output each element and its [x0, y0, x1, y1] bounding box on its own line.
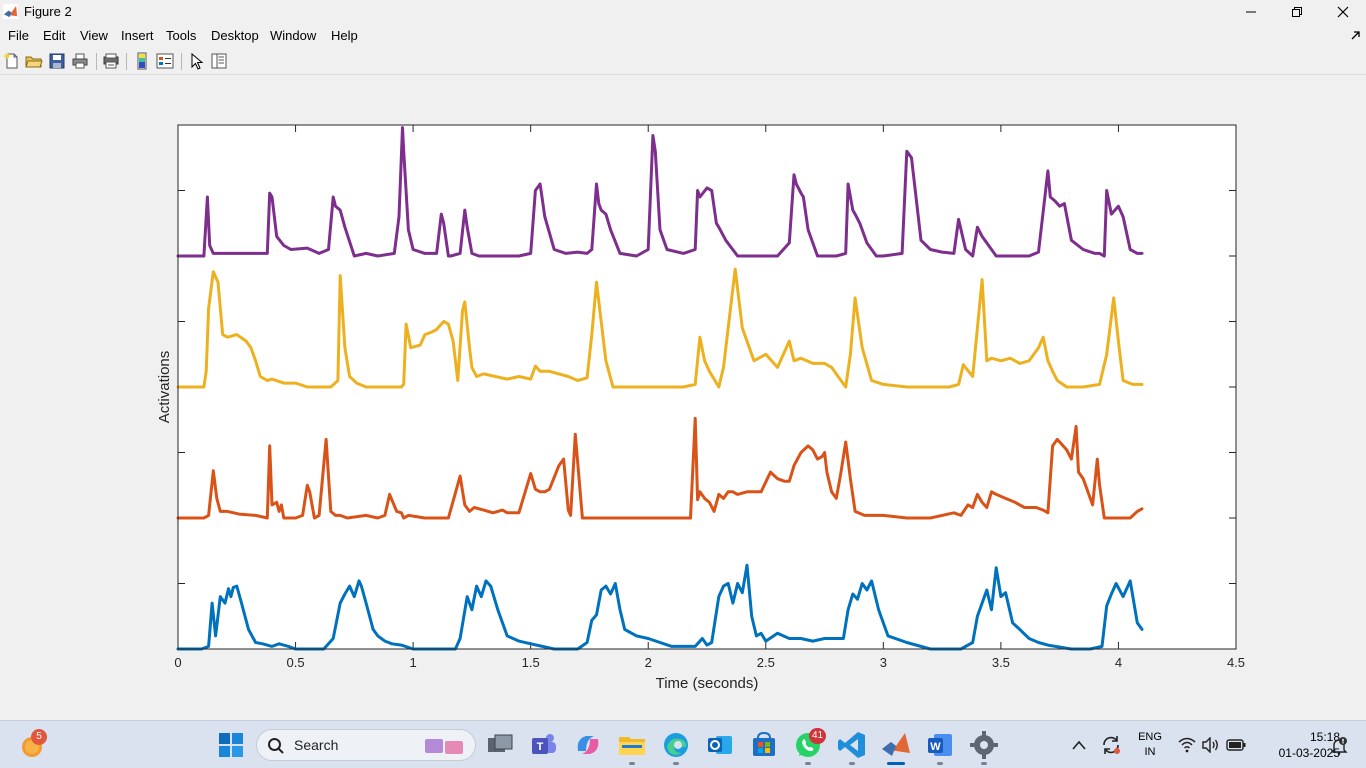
x-tick-label: 0: [174, 655, 181, 670]
figure-toolbar: [0, 48, 1366, 75]
x-tick-label: 4.5: [1227, 655, 1245, 670]
series-line-blue: [176, 563, 1144, 651]
vscode-icon[interactable]: [836, 729, 868, 761]
y-axis-label: Activations: [156, 351, 173, 424]
teams-icon[interactable]: T: [528, 729, 560, 761]
battery-icon[interactable]: [1226, 738, 1246, 752]
x-tick-labels: 0 0.5 1 1.5 2 2.5 3 3.5 4 4.5: [174, 655, 1245, 670]
save-icon[interactable]: [48, 52, 66, 70]
menu-file[interactable]: File: [8, 28, 29, 43]
running-indicator: [805, 762, 811, 765]
running-indicator: [981, 762, 987, 765]
running-indicator: [629, 762, 635, 765]
close-button[interactable]: [1320, 0, 1366, 24]
minimize-button[interactable]: [1228, 0, 1274, 24]
matlab-taskbar-icon[interactable]: [880, 729, 912, 761]
print-preview-icon[interactable]: [102, 52, 120, 70]
active-app-indicator: [887, 762, 905, 765]
axes-box: [177, 124, 1237, 650]
matlab-logo-icon: [3, 4, 18, 19]
input-locale-indicator[interactable]: IN: [1144, 746, 1156, 758]
series-line-purple: [176, 126, 1144, 258]
search-label: Search: [294, 737, 339, 753]
menu-edit[interactable]: Edit: [43, 28, 66, 43]
settings-gear-icon[interactable]: [968, 729, 1000, 761]
menu-desktop[interactable]: Desktop: [211, 28, 259, 43]
show-hidden-icons-chevron-up-icon[interactable]: [1071, 739, 1087, 751]
series-lines: [176, 126, 1144, 651]
activation-plot[interactable]: 0 0.5 1 1.5 2 2.5 3 3.5 4 4.5 Time (seconds) Acti…: [0, 76, 1366, 720]
wifi-icon[interactable]: [1178, 737, 1196, 753]
new-figure-icon[interactable]: [3, 52, 21, 70]
taskbar-search[interactable]: Search: [256, 729, 476, 761]
start-windows-icon[interactable]: [215, 729, 247, 761]
clock-date[interactable]: 01-03-2025: [1278, 746, 1340, 760]
minimize-icon: [1246, 11, 1256, 13]
toolbar-separator: [96, 53, 97, 70]
pointer-icon[interactable]: [188, 52, 206, 70]
whatsapp-badge: 41: [809, 728, 827, 744]
x-tick-label: 3: [880, 655, 887, 670]
series-line-red: [176, 416, 1144, 520]
widgets-badge: 5: [31, 729, 47, 745]
file-explorer-icon[interactable]: [616, 729, 648, 761]
task-view-icon[interactable]: [484, 729, 516, 761]
search-highlight-icon: [425, 739, 463, 754]
taskbar: 5 Search T 41: [0, 720, 1366, 768]
colorbar-icon[interactable]: [133, 52, 151, 70]
legend-icon[interactable]: [156, 52, 174, 70]
window-title: Figure 2: [24, 4, 72, 19]
open-file-icon[interactable]: [25, 52, 43, 70]
language-indicator[interactable]: ENG: [1138, 731, 1162, 743]
word-icon[interactable]: W: [924, 729, 956, 761]
x-tick-label: 1: [409, 655, 416, 670]
restore-icon: [1292, 7, 1302, 17]
x-tick-label: 3.5: [992, 655, 1010, 670]
outlook-icon[interactable]: [704, 729, 736, 761]
dock-arrow-icon[interactable]: [1351, 31, 1360, 40]
menu-insert[interactable]: Insert: [121, 28, 154, 43]
running-indicator: [849, 762, 855, 765]
menu-tools[interactable]: Tools: [166, 28, 197, 43]
menu-view[interactable]: View: [80, 28, 108, 43]
clock-time[interactable]: 15:18: [1309, 730, 1340, 744]
svg-text:W: W: [930, 741, 941, 753]
running-indicator: [937, 762, 943, 765]
edge-browser-icon[interactable]: [660, 729, 692, 761]
x-tick-label: 4: [1115, 655, 1122, 670]
x-tick-label: 1.5: [522, 655, 540, 670]
svg-text:T: T: [537, 741, 544, 753]
property-inspector-icon[interactable]: [210, 52, 228, 70]
x-tick-label: 0.5: [287, 655, 305, 670]
menu-help[interactable]: Help: [331, 28, 358, 43]
series-line-yellow: [176, 267, 1144, 389]
x-tick-label: 2.5: [757, 655, 775, 670]
x-axis-label: Time (seconds): [656, 675, 759, 692]
running-indicator: [673, 762, 679, 765]
figure-canvas[interactable]: 0 0.5 1 1.5 2 2.5 3 3.5 4 4.5 Time (seconds) Acti…: [0, 76, 1366, 720]
x-tick-label: 2: [645, 655, 652, 670]
close-icon: [1337, 6, 1349, 18]
search-icon: [268, 738, 284, 754]
volume-icon[interactable]: [1202, 737, 1220, 753]
notification-bell-icon[interactable]: [1330, 737, 1348, 755]
toolbar-separator: [181, 53, 182, 70]
toolbar-separator: [126, 53, 127, 70]
menu-window[interactable]: Window: [270, 28, 317, 43]
restore-button[interactable]: [1274, 0, 1320, 24]
sync-icon[interactable]: [1100, 734, 1122, 756]
menu-bar: File Edit View Insert Tools Desktop Wind…: [0, 24, 1366, 48]
title-bar: Figure 2: [0, 0, 1366, 24]
microsoft-store-icon[interactable]: [748, 729, 780, 761]
axes-background: [178, 125, 1236, 649]
print-icon[interactable]: [71, 52, 89, 70]
copilot-icon[interactable]: [572, 729, 604, 761]
